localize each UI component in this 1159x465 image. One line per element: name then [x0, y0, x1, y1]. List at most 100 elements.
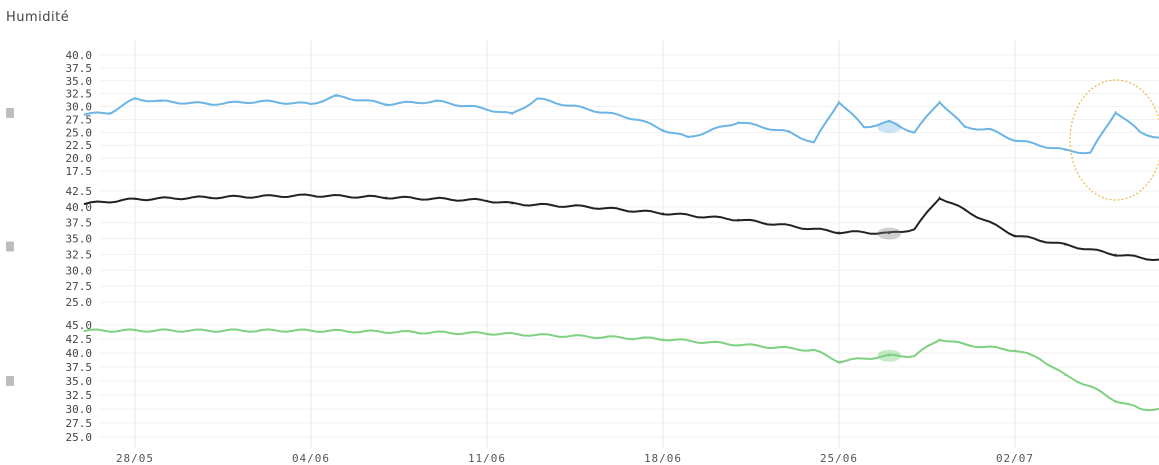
data-point: [1014, 234, 1016, 237]
data-point: [486, 199, 488, 202]
x-tick-label: 18/06: [644, 452, 682, 465]
series-line-1: [83, 94, 1159, 155]
data-point: [1064, 374, 1067, 377]
data-point: [209, 196, 212, 199]
data-point: [335, 95, 337, 98]
hover-marker: [877, 349, 902, 362]
hover-marker: [877, 121, 902, 134]
data-point: [511, 113, 513, 116]
data-point: [310, 329, 312, 332]
y-tick-label: 20.0: [66, 152, 93, 165]
data-point: [1089, 152, 1092, 154]
data-point: [83, 329, 86, 332]
data-point: [813, 228, 815, 230]
data-point: [662, 212, 664, 214]
y-tick-label: 40.0: [66, 49, 93, 62]
series-line-3: [83, 328, 1159, 412]
y-tick-label: 22.5: [66, 139, 93, 152]
data-point: [1139, 131, 1142, 134]
y-tick-label: 35.0: [66, 75, 93, 88]
data-point: [913, 355, 916, 357]
data-point: [863, 357, 865, 360]
y-tick-label: 37.5: [66, 62, 93, 75]
data-point: [109, 111, 111, 114]
data-point: [259, 100, 262, 103]
data-point: [737, 121, 740, 123]
data-point: [385, 103, 388, 105]
data-point: [486, 332, 488, 335]
data-point: [1039, 357, 1041, 360]
data-point: [1139, 408, 1142, 410]
y-tick-label: 35.0: [66, 233, 93, 246]
data-point: [888, 121, 891, 123]
y-tick-label: 42.5: [66, 333, 93, 346]
data-point: [385, 196, 388, 199]
data-point: [1089, 385, 1092, 388]
data-point: [888, 355, 891, 357]
y-tick-label: 17.5: [66, 165, 93, 178]
data-point: [737, 343, 740, 346]
data-point: [586, 108, 589, 110]
chart-title: Humidité: [6, 10, 70, 25]
data-point: [637, 118, 639, 121]
data-point: [159, 100, 161, 103]
data-point: [536, 98, 539, 100]
data-point: [134, 329, 136, 332]
series-layer: [83, 94, 1159, 412]
data-point: [1064, 244, 1067, 246]
y-tick-label: 32.5: [66, 389, 93, 402]
data-point: [838, 231, 840, 234]
data-point: [989, 128, 991, 131]
data-point: [486, 108, 488, 110]
data-point: [435, 100, 438, 103]
data-point: [787, 131, 790, 134]
data-point: [938, 100, 941, 103]
x-tick-label: 11/06: [468, 452, 506, 465]
data-point: [938, 338, 941, 340]
data-point: [83, 202, 86, 205]
data-point: [737, 218, 740, 221]
x-tick-label: 04/06: [292, 452, 330, 465]
data-point: [888, 232, 891, 235]
data-point: [1114, 399, 1117, 402]
data-point: [938, 196, 941, 199]
grid-layer: [100, 40, 1159, 448]
data-point: [913, 131, 916, 134]
x-tick-label: 02/07: [996, 452, 1034, 465]
data-point: [863, 231, 865, 234]
data-point: [83, 113, 86, 116]
hover-marker: [877, 227, 902, 240]
data-point: [963, 209, 966, 211]
y-tick-label: 32.5: [66, 88, 93, 101]
data-point: [586, 206, 589, 208]
data-point: [1014, 349, 1016, 352]
series-line-2: [83, 193, 1159, 261]
y-tick-label: 35.0: [66, 375, 93, 388]
y-tick-label: 25.0: [66, 296, 93, 309]
y-tick-label: 42.5: [66, 185, 93, 198]
axis-unit-marker: [6, 376, 14, 386]
axis-layer: 28/05 04/06 11/06 18/06 25/06 02/0740.037.535…: [6, 49, 1034, 465]
data-point: [1114, 110, 1117, 113]
data-point: [963, 126, 966, 128]
data-point: [913, 228, 916, 230]
y-tick-label: 37.5: [66, 361, 93, 374]
data-point: [662, 128, 664, 131]
y-tick-label: 37.5: [66, 217, 93, 230]
axis-unit-marker: [6, 241, 14, 252]
y-tick-label: 25.0: [66, 126, 93, 139]
y-tick-label: 27.5: [66, 417, 93, 430]
data-point: [1014, 139, 1016, 141]
y-tick-label: 30.0: [66, 264, 93, 277]
y-tick-label: 25.0: [66, 431, 93, 444]
data-point: [963, 343, 966, 346]
data-point: [838, 360, 840, 363]
data-point: [1064, 149, 1067, 152]
data-point: [813, 349, 815, 352]
data-point: [511, 202, 513, 205]
y-tick-label: 27.5: [66, 113, 93, 126]
y-tick-label: 40.0: [66, 347, 93, 360]
data-point: [863, 126, 865, 128]
data-point: [662, 338, 664, 340]
